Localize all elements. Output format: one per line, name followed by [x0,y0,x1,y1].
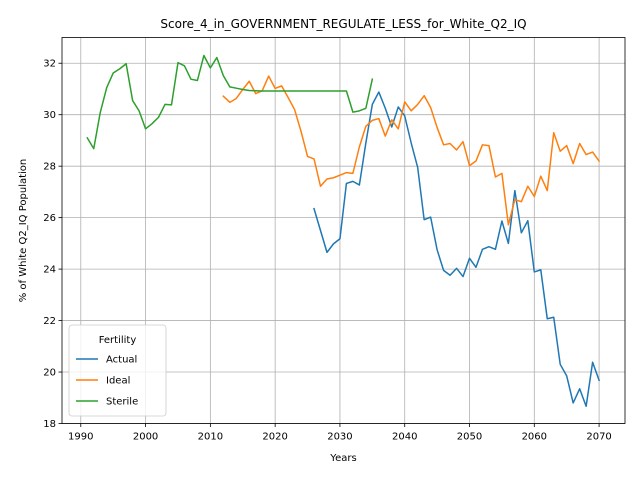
y-tick-label: 24 [43,265,56,276]
axis-ticks: 1990 2000 2010 2020 2030 2040 2050 2060 20701820… [43,59,612,443]
x-tick-label: 1990 [68,432,93,443]
y-tick-label: 32 [43,59,56,70]
y-axis-label: % of White Q2_IQ Population [18,159,29,303]
legend-label-actual: Actual [106,355,137,366]
y-tick-label: 22 [43,316,56,327]
plot-frame [61,37,626,424]
x-tick-label: 2020 [262,432,287,443]
series-line-actual [313,91,601,408]
y-tick-label: 18 [43,419,56,430]
x-tick-label: 2050 [457,432,482,443]
y-tick-label: 30 [43,110,56,121]
y-tick-label: 26 [43,213,56,224]
x-tick-label: 2040 [392,432,417,443]
x-tick-label: 2070 [586,432,611,443]
series-layer [86,54,601,408]
x-axis-label: Years [329,453,356,464]
legend-title: Fertility [99,335,137,346]
y-tick-label: 28 [43,162,56,173]
legend-label-sterile: Sterile [106,397,138,408]
x-tick-label: 2000 [133,432,158,443]
series-line-ideal [222,75,601,226]
x-tick-label: 2030 [327,432,352,443]
x-tick-label: 2010 [198,432,223,443]
x-tick-label: 2060 [522,432,547,443]
legend: Fertility Actual Ideal Sterile [68,324,167,417]
y-tick-label: 20 [43,368,56,379]
legend-frame [68,324,167,417]
legend-label-ideal: Ideal [106,376,130,387]
chart-title: Score_4_in_GOVERNMENT_REGULATE_LESS_for_… [160,17,526,31]
series-line-sterile [86,54,374,150]
